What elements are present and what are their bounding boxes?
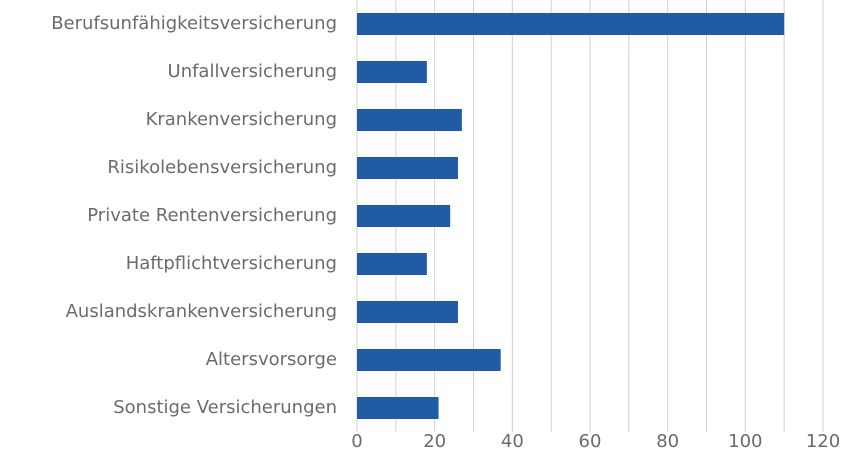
bar [357, 301, 458, 323]
bar [357, 109, 462, 131]
bar [357, 205, 451, 227]
bar [357, 61, 427, 83]
x-tick-label: 100 [728, 431, 762, 452]
x-tick-label: 80 [656, 431, 679, 452]
bar [357, 157, 458, 179]
x-tick-label: 60 [579, 431, 602, 452]
bar [357, 349, 501, 371]
x-tick-label: 40 [501, 431, 524, 452]
bar [357, 397, 439, 419]
y-tick-label: Haftpflichtversicherung [126, 253, 337, 274]
x-tick-label: 120 [806, 431, 840, 452]
y-tick-label: Berufsunfähigkeitsversicherung [51, 13, 337, 34]
y-tick-label: Auslandskrankenversicherung [66, 301, 337, 322]
y-tick-label: Altersvorsorge [206, 349, 337, 370]
bar [357, 253, 427, 275]
y-tick-label: Unfallversicherung [168, 61, 337, 82]
x-tick-label: 0 [351, 431, 362, 452]
x-tick-label: 20 [423, 431, 446, 452]
y-tick-label: Risikolebensversicherung [107, 157, 337, 178]
y-tick-label: Krankenversicherung [146, 109, 337, 130]
y-tick-label: Sonstige Versicherungen [113, 397, 337, 418]
bar [357, 13, 785, 35]
y-tick-label: Private Rentenversicherung [87, 205, 337, 226]
